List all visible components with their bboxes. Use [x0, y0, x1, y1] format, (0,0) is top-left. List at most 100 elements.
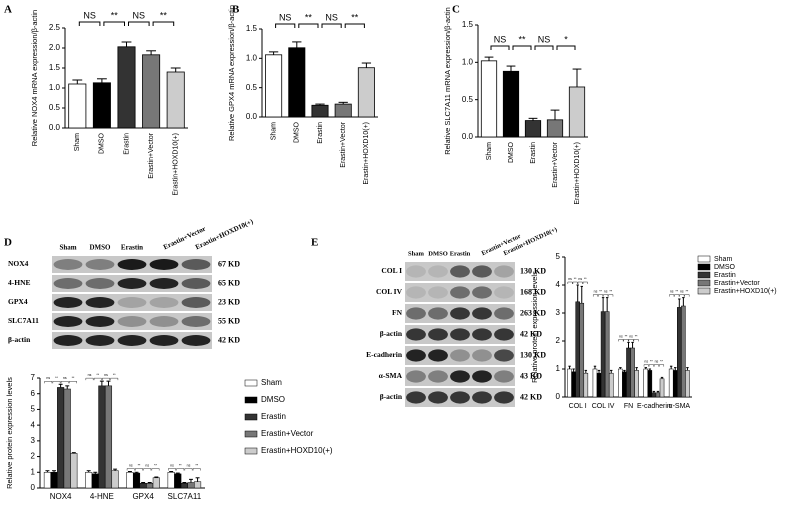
significance-label: **: [72, 376, 75, 380]
x-tick-label: Erastin+HOXD10(+): [173, 133, 180, 196]
significance-label: ns: [46, 376, 50, 380]
y-tick-label: 2: [31, 452, 36, 461]
significance-label: ns: [629, 334, 633, 338]
bar: [142, 54, 161, 129]
blot-band: [428, 349, 448, 362]
significance-label: ns: [655, 360, 659, 364]
significance-bracket: [151, 468, 160, 471]
significance-label: NS: [325, 12, 338, 22]
blot-band: [450, 307, 470, 320]
significance-bracket: [110, 377, 119, 381]
significance-bracket: [344, 23, 365, 28]
significance-bracket: [572, 281, 578, 284]
y-tick-label: 1.5: [462, 20, 474, 29]
blot-size-label: 42 KD: [520, 392, 542, 401]
blot-band: [472, 307, 492, 320]
y-tick-label: 0: [31, 483, 36, 492]
bar: [117, 46, 136, 129]
significance-label: **: [686, 290, 689, 294]
y-tick-label: 2.0: [49, 43, 61, 52]
legend-swatch: [697, 263, 711, 271]
significance-bracket: [512, 45, 532, 50]
y-axis-label: Relative GPX4 mRNA expression/β-actin: [227, 5, 236, 141]
bar: [659, 378, 665, 398]
significance-bracket: [126, 468, 135, 471]
blot-band: [428, 370, 448, 383]
bar: [571, 371, 576, 398]
significance-bracket: [69, 381, 77, 384]
blot-band: [181, 316, 211, 327]
bar: [579, 302, 585, 398]
legend-label: DMSO: [714, 264, 736, 271]
significance-label: NS: [133, 10, 146, 20]
bar: [104, 385, 113, 489]
bar: [265, 54, 283, 118]
bar: [655, 392, 661, 398]
lane-label: Sham: [408, 250, 424, 257]
bar: [194, 481, 202, 489]
significance-bracket: [643, 364, 649, 367]
bar: [502, 70, 520, 138]
legend-swatch: [697, 271, 711, 279]
legend-label: Erastin+Vector: [261, 429, 314, 438]
blot-row-label: β-actin: [380, 392, 403, 401]
y-tick-label: 4: [556, 280, 561, 289]
blot-band: [472, 370, 492, 383]
blot-band: [450, 370, 470, 383]
y-tick-label: 1: [556, 364, 561, 373]
y-tick-label: 2: [556, 336, 561, 345]
y-tick-label: 1.0: [246, 53, 258, 62]
significance-label: **: [305, 12, 313, 22]
blot-band: [450, 265, 470, 278]
blot-band: [406, 328, 426, 341]
significance-bracket: [85, 377, 94, 381]
y-tick-label: 0: [556, 392, 561, 401]
lane-label: Sham: [59, 244, 76, 252]
y-tick-label: 6: [31, 389, 36, 398]
y-axis-label: Relative protein expression levels: [5, 377, 14, 489]
significance-label: **: [625, 334, 628, 338]
blot-row-label: FN: [392, 308, 403, 317]
blot-band: [450, 349, 470, 362]
x-tick-label: Erastin: [123, 133, 130, 155]
significance-label: **: [111, 10, 119, 20]
blot-size-label: 130 KD: [520, 266, 546, 275]
significance-label: NS: [494, 34, 507, 44]
bar: [630, 347, 635, 398]
x-tick-label: 4-HNE: [90, 492, 114, 501]
blot-band: [406, 391, 426, 404]
blot-band: [494, 391, 514, 404]
blot-row-label: 4-HNE: [8, 278, 31, 287]
blot-band: [85, 316, 115, 327]
x-tick-label: SLC7A11: [168, 492, 202, 501]
x-tick-label: α-SMA: [669, 403, 691, 410]
significance-bracket: [143, 468, 152, 471]
blot-band: [85, 259, 115, 270]
y-axis-label: Relative NOX4 mRNA expression/β-actin: [30, 10, 39, 146]
blot-band: [117, 335, 147, 346]
bar: [334, 103, 352, 118]
bar: [91, 473, 99, 489]
x-tick-label: Erastin+Vector: [148, 132, 155, 178]
blot-row-label: COL I: [381, 266, 402, 275]
panel-letter: A: [4, 4, 12, 16]
significance-label: **: [650, 360, 653, 364]
significance-bracket: [298, 23, 319, 28]
significance-label: **: [675, 290, 678, 294]
bar: [180, 483, 188, 489]
y-tick-label: 0.5: [49, 103, 61, 112]
significance-label: NS: [279, 12, 292, 22]
significance-label: **: [55, 376, 58, 380]
significance-label: ns: [568, 277, 572, 281]
significance-bracket: [648, 364, 654, 367]
bar: [592, 368, 598, 398]
bar: [546, 119, 564, 138]
significance-bracket: [128, 21, 150, 26]
x-tick-label: Sham: [74, 133, 81, 151]
bar: [146, 483, 154, 489]
blot-size-label: 42 KD: [520, 329, 542, 338]
significance-bracket: [52, 381, 61, 384]
significance-label: **: [179, 463, 182, 467]
significance-bracket: [534, 45, 554, 50]
bar: [68, 83, 87, 129]
